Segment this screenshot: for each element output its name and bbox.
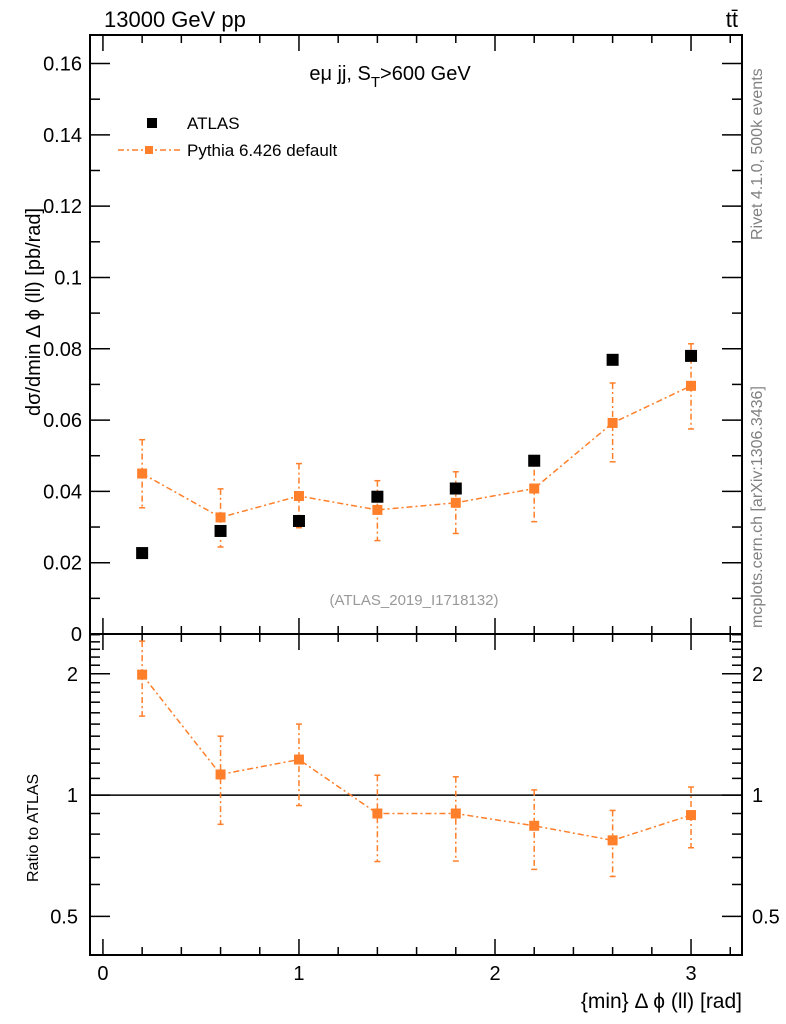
ratio-pythia-point [372, 808, 383, 819]
ratio-pythia-point [607, 835, 618, 846]
ratio-y-tick-label: 2 [67, 664, 78, 686]
xlabel: {min} Δ ϕ (ll) [rad] [581, 990, 742, 1013]
atlas-point [136, 547, 149, 560]
legend: ATLAS Pythia 6.426 default [118, 114, 338, 160]
side-label-top: Rivet 4.1.0, 500k events [749, 68, 766, 240]
y-tick-label: 0.08 [43, 339, 82, 361]
pythia-point [137, 468, 148, 479]
ratio-y-tick-label: 1 [67, 785, 78, 807]
pythia-point [529, 483, 540, 494]
y-tick-label: 0.12 [43, 196, 82, 218]
y-tick-label: 0.16 [43, 54, 82, 76]
atlas-point [685, 349, 698, 362]
legend-pythia-label: Pythia 6.426 default [187, 141, 338, 160]
legend-pythia-marker [145, 146, 153, 154]
pythia-point [293, 491, 304, 502]
pythia-point [450, 497, 461, 508]
atlas-point [449, 482, 462, 495]
atlas-point [292, 514, 305, 527]
pythia-point [372, 504, 383, 515]
header-right: tt̄ [726, 7, 738, 32]
atlas-point [214, 524, 227, 537]
ratio-y-tick-label-right: 2 [752, 664, 763, 686]
header-left: 13000 GeV pp [104, 7, 246, 32]
atlas-point [528, 454, 541, 467]
y-tick-label: 0 [71, 624, 82, 646]
main-ylabel: dσ/dmin Δ ϕ (ll) [pb/rad] [23, 208, 45, 416]
annotation: (ATLAS_2019_I1718132) [329, 592, 498, 609]
legend-atlas-marker [147, 118, 157, 128]
ratio-y-tick-label-right: 1 [752, 785, 763, 807]
main-title: eμ jj, ST>600 GeV [309, 63, 471, 91]
x-tick-label: 2 [489, 963, 500, 985]
pythia-point [686, 380, 697, 391]
y-tick-label: 0.06 [43, 410, 82, 432]
x-tick-label: 1 [293, 963, 304, 985]
ratio-y-tick-label-right: 0.5 [752, 906, 780, 928]
ratio-pythia-point [137, 669, 148, 680]
pythia-point [215, 512, 226, 523]
ratio-pythia-line [141, 674, 692, 842]
ratio-pythia-point [450, 808, 461, 819]
x-tick-label: 0 [97, 963, 108, 985]
x-tick-label: 3 [685, 963, 696, 985]
ratio-ylabel: Ratio to ATLAS [25, 774, 42, 882]
y-tick-label: 0.14 [43, 125, 82, 147]
ratio-pythia-point [686, 810, 697, 821]
ratio-pythia-point [293, 754, 304, 765]
y-tick-label: 0.04 [43, 481, 82, 503]
pythia-point [607, 417, 618, 428]
atlas-point [371, 490, 384, 503]
atlas-point [606, 353, 619, 366]
pythia-line [141, 385, 692, 519]
side-label-bottom: mcplots.cern.ch [arXiv:1306.3436] [749, 386, 766, 628]
ratio-pythia-point [529, 820, 540, 831]
ratio-pythia-point [215, 769, 226, 780]
y-tick-label: 0.02 [43, 553, 82, 575]
ratio-y-tick-label: 0.5 [50, 906, 78, 928]
y-tick-label: 0.1 [54, 267, 82, 289]
legend-atlas-label: ATLAS [187, 114, 240, 133]
